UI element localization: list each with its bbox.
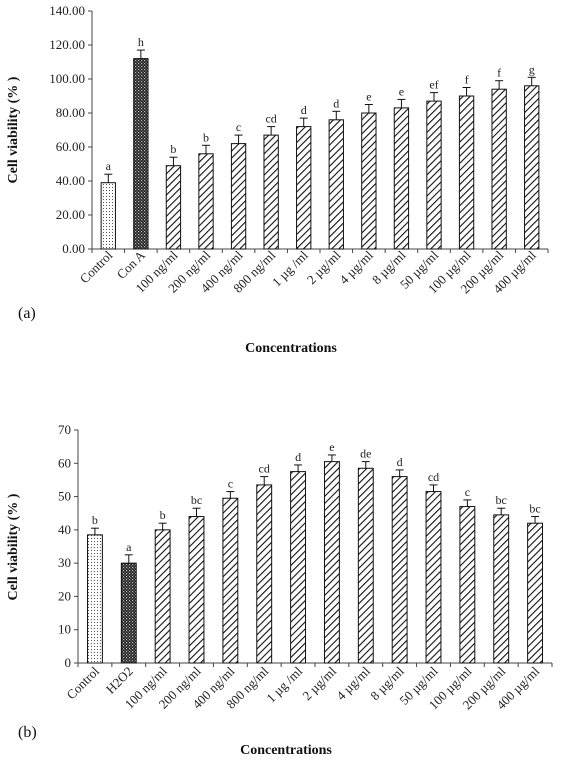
bar <box>230 143 247 250</box>
significance-letter: ef <box>429 78 438 92</box>
y-axis-title: Cell viability (% ) <box>6 493 21 600</box>
y-tick-label: 80.00 <box>56 105 85 120</box>
significance-letter: c <box>228 477 233 491</box>
bar <box>393 107 410 250</box>
y-tick-label: 0 <box>65 655 72 670</box>
significance-letter: h <box>138 35 144 49</box>
bar <box>120 562 137 664</box>
x-axis-title: Concentrations <box>240 743 332 758</box>
significance-letter: f <box>465 73 469 87</box>
bar <box>100 182 116 250</box>
y-tick-label: 40.00 <box>56 173 85 188</box>
x-tick-label: 1 µg /ml <box>263 663 305 705</box>
significance-letter: c <box>465 485 470 499</box>
x-tick-label: 2 µg/ml <box>304 247 344 287</box>
significance-letter: b <box>160 508 166 522</box>
bar <box>357 467 374 664</box>
x-tick-label: 2 µg/ml <box>299 663 339 703</box>
significance-letter: a <box>106 159 112 173</box>
bar <box>328 119 344 250</box>
significance-letter: bc <box>529 502 540 516</box>
bar <box>491 88 507 250</box>
y-tick-label: 120.00 <box>49 37 85 52</box>
significance-letter: de <box>360 447 371 461</box>
bar <box>524 85 540 250</box>
bar <box>296 126 312 250</box>
bar <box>323 461 340 664</box>
chart-panel-a: 0.00 20.00 40.00 60.00 80.00 100.00 120.00 140.… <box>6 3 549 356</box>
bar <box>263 134 279 250</box>
bar <box>222 497 239 664</box>
bar <box>154 529 171 664</box>
significance-letter: d <box>333 96 339 110</box>
significance-letter: a <box>126 540 132 554</box>
y-tick-label: 60 <box>58 455 71 470</box>
bar <box>361 112 377 250</box>
significance-letter: g <box>529 62 535 76</box>
significance-letter: b <box>92 513 98 527</box>
bar <box>86 534 103 664</box>
y-tick-label: 60.00 <box>56 139 85 154</box>
bar <box>391 476 408 664</box>
bar <box>188 516 205 664</box>
x-tick-label: 1 µg /ml <box>269 247 311 289</box>
y-tick-label: 20 <box>58 588 71 603</box>
y-tick-label: 50 <box>58 489 71 504</box>
significance-letter: cd <box>259 462 270 476</box>
significance-letter: e <box>366 90 371 104</box>
y-tick-label: 140.00 <box>49 3 85 18</box>
y-tick-label: 100.00 <box>49 71 85 86</box>
significance-letter: d <box>295 450 301 464</box>
bar <box>527 522 544 664</box>
significance-letter: e <box>329 440 334 454</box>
significance-letter: d <box>397 455 403 469</box>
significance-letter: e <box>399 84 404 98</box>
y-axis-title: Cell viability (% ) <box>6 76 21 183</box>
y-tick-label: 10 <box>58 622 71 637</box>
bar <box>425 491 442 664</box>
significance-letter: cd <box>265 112 276 126</box>
y-tick-label: 40 <box>58 522 71 537</box>
y-tick-label: 30 <box>58 555 71 570</box>
y-tick-label: 0.00 <box>62 241 85 256</box>
significance-letter: b <box>170 142 176 156</box>
x-axis-title: Concentrations <box>245 341 337 356</box>
bar <box>133 58 149 250</box>
bar <box>165 165 182 250</box>
bar <box>493 514 510 664</box>
panel-label: (a) <box>18 305 36 322</box>
significance-letter: c <box>236 120 241 134</box>
significance-letter: bc <box>191 493 202 507</box>
significance-letter: b <box>203 130 209 144</box>
bar <box>459 506 476 664</box>
y-tick-label: 70 <box>58 422 71 437</box>
bar <box>458 95 475 250</box>
significance-letter: d <box>301 103 307 117</box>
bar <box>426 100 442 250</box>
y-tick-label: 20.00 <box>56 207 85 222</box>
x-tick-label: 4 µg/ml <box>333 663 373 703</box>
significance-letter: cd <box>428 470 439 484</box>
panel-label: (b) <box>18 724 37 741</box>
significance-letter: bc <box>496 493 507 507</box>
x-tick-label: 4 µg/ml <box>336 247 376 287</box>
bar <box>256 484 273 664</box>
bar <box>198 153 214 250</box>
significance-letter: f <box>497 66 501 80</box>
bar <box>290 471 307 664</box>
